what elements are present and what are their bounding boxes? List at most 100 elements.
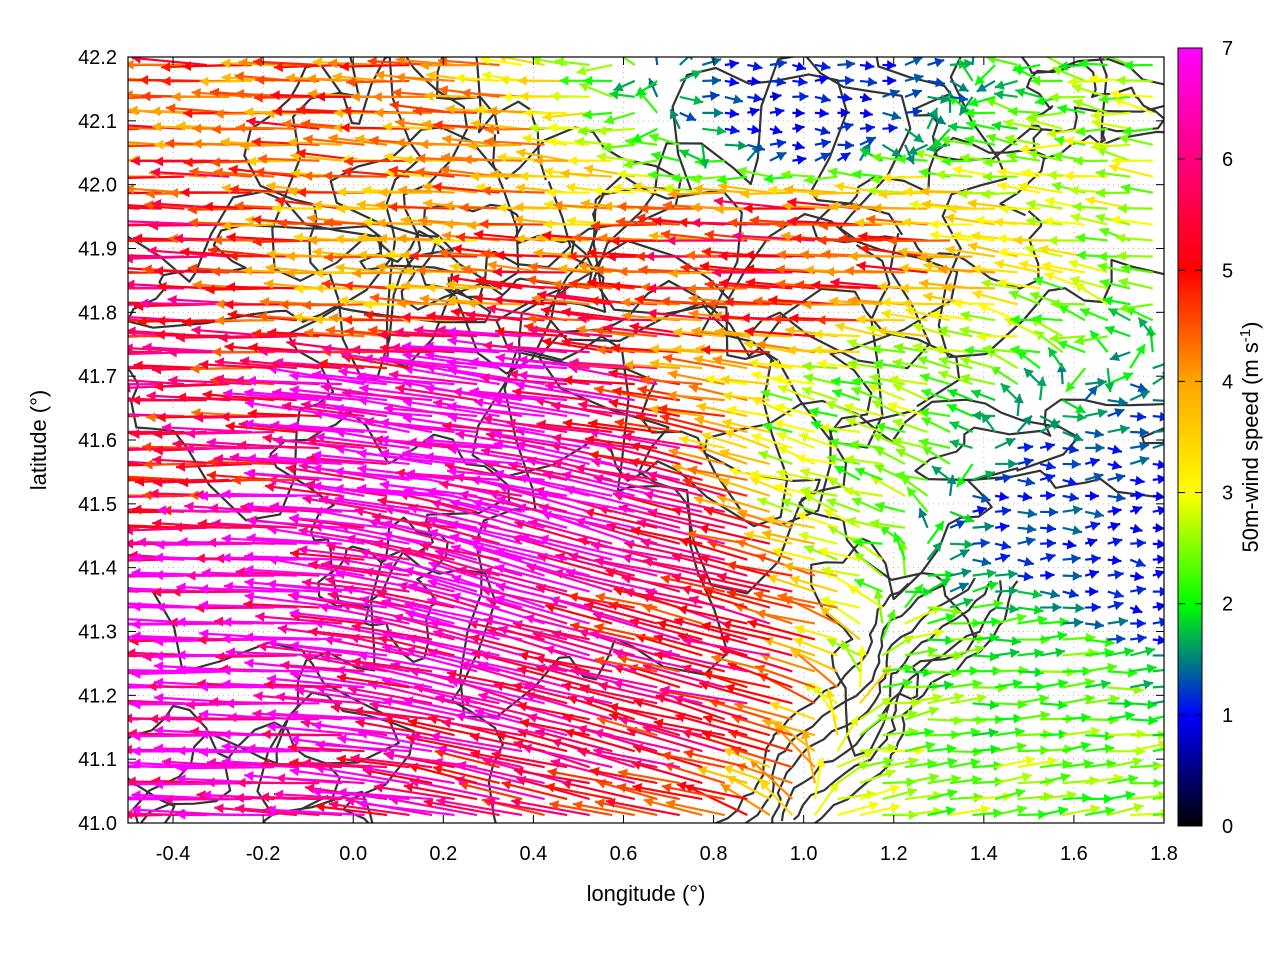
wind-vector-head <box>903 186 913 197</box>
wind-vector-head <box>223 581 234 592</box>
wind-vector-head <box>820 125 831 136</box>
wind-vector-head <box>653 633 664 644</box>
wind-vector-shaft <box>384 753 478 769</box>
wind-vector-shaft <box>281 404 365 418</box>
wind-vector-shaft <box>327 61 388 67</box>
wind-vector-head <box>547 136 557 147</box>
wind-vector-head <box>622 431 632 442</box>
wind-vector-head <box>645 251 655 262</box>
wind-vector-head <box>260 296 270 307</box>
colorbar-tick-label: 6 <box>1222 149 1233 171</box>
wind-vector-head <box>981 556 992 567</box>
wind-vector-head <box>497 152 507 163</box>
wind-vector-head <box>799 467 810 478</box>
wind-vector-head <box>847 338 858 349</box>
wind-vector-head <box>1116 250 1126 261</box>
wind-vector-head <box>887 235 897 246</box>
wind-vector-shaft <box>640 378 703 386</box>
wind-vector-shaft <box>323 255 388 259</box>
wind-vector-head <box>377 329 388 340</box>
wind-vector-head <box>171 91 181 102</box>
wind-vector-head <box>1135 490 1145 501</box>
wind-vector-head <box>994 259 1005 270</box>
wind-vector-head <box>131 601 141 612</box>
wind-vector-shaft <box>605 799 680 817</box>
wind-vector-head <box>41 697 50 707</box>
wind-vector-head <box>383 715 394 726</box>
y-tick-label: 41.1 <box>78 749 117 771</box>
wind-vector-head <box>64 747 73 757</box>
wind-vector-shaft <box>403 366 500 386</box>
wind-vector-head <box>973 746 983 757</box>
wind-vector-head <box>1166 696 1176 706</box>
colorbar-tick-label: 3 <box>1222 483 1233 505</box>
wind-vector-head <box>1022 415 1032 426</box>
wind-vector-head <box>155 329 165 340</box>
wind-vector-head <box>1058 678 1068 689</box>
wind-vector-head <box>616 169 627 180</box>
wind-vector-head <box>794 123 805 134</box>
wind-vector-shaft <box>303 137 365 146</box>
wind-vector-head <box>784 184 794 195</box>
wind-vector-head <box>693 184 703 195</box>
wind-vector-head <box>466 310 476 321</box>
wind-vector-head <box>691 326 701 337</box>
wind-vector-head <box>1023 442 1034 453</box>
wind-vector-head <box>266 249 276 260</box>
wind-vector-head <box>625 136 635 147</box>
wind-vector-head <box>547 767 558 778</box>
wind-vector-shaft <box>596 348 658 354</box>
wind-vector-head <box>1108 163 1119 173</box>
wind-vector-head <box>859 244 870 255</box>
wind-vector-shaft <box>382 562 478 593</box>
wind-vector-shaft <box>755 611 816 625</box>
wind-vector-shaft <box>396 302 455 306</box>
wind-vector-shaft <box>235 126 297 130</box>
wind-vector-head <box>561 307 571 318</box>
wind-vector-head <box>475 104 485 115</box>
wind-vector-head <box>1163 399 1164 406</box>
wind-vector-head <box>312 463 322 474</box>
wind-vector-head <box>439 479 449 490</box>
wind-vector-shaft <box>382 698 478 721</box>
wind-vector-head <box>1052 602 1062 613</box>
wind-vector-shaft <box>395 386 478 402</box>
wind-vector-head <box>639 203 649 214</box>
wind-vector-head <box>528 262 538 273</box>
wind-vector-head <box>438 57 448 67</box>
wind-vector-head <box>198 681 208 692</box>
wind-vector-head <box>201 790 212 801</box>
wind-vector-head <box>683 749 694 759</box>
wind-vector-head <box>917 355 928 366</box>
wind-vector-head <box>515 233 525 244</box>
wind-vector-head <box>1077 412 1087 423</box>
wind-vector-head <box>314 268 324 279</box>
wind-vector-head <box>1073 155 1083 166</box>
wind-vector-head <box>400 280 411 291</box>
wind-vector-head <box>176 392 187 403</box>
wind-vector-shaft <box>143 462 207 466</box>
wind-vector-shaft <box>128 765 185 769</box>
wind-vector-head <box>873 589 884 600</box>
wind-vector-head <box>1029 291 1041 301</box>
wind-vector-shaft <box>563 378 635 386</box>
wind-vector-head <box>207 537 217 548</box>
wind-vector-shaft <box>629 619 703 641</box>
wind-vector-head <box>86 646 95 656</box>
wind-vector-head <box>749 469 760 480</box>
wind-vector-head <box>285 464 296 474</box>
wind-vector-head <box>787 216 797 227</box>
wind-vector-head <box>144 200 154 211</box>
colorbar-tick-label: 7 <box>1222 38 1233 60</box>
wind-vector-shaft <box>568 282 635 290</box>
wind-vector-head <box>649 133 660 143</box>
wind-vector-shaft <box>243 635 342 641</box>
wind-vector-head <box>895 470 905 481</box>
wind-vector-head <box>729 108 739 119</box>
wind-vector-head <box>712 267 722 278</box>
wind-vector-head <box>244 419 254 430</box>
wind-vector-head <box>467 140 477 151</box>
wind-vector-head <box>944 213 955 224</box>
wind-vector-head <box>222 616 232 627</box>
wind-vector-head <box>1119 302 1129 313</box>
